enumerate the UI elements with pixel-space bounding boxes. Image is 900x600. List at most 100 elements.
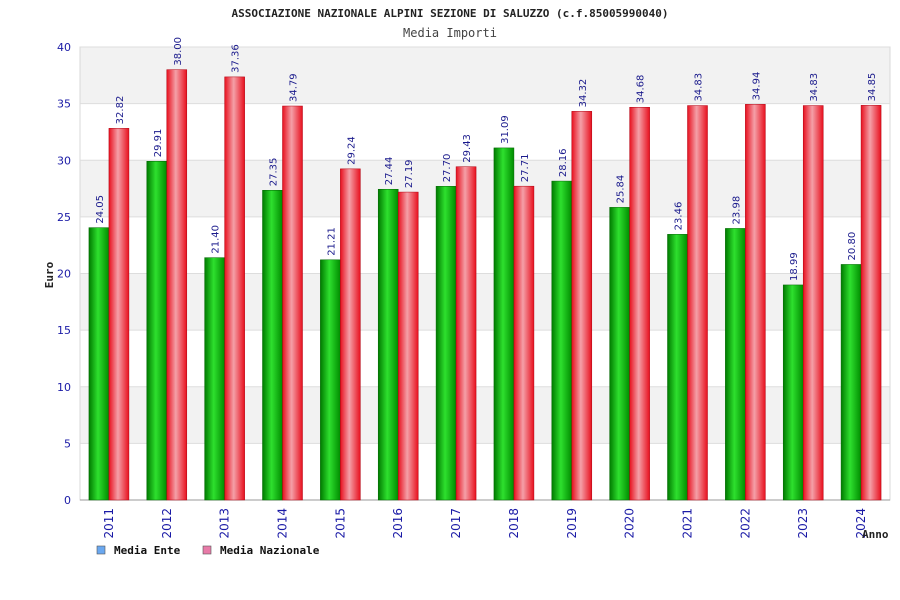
- legend-swatch: [202, 545, 212, 555]
- bar-media-ente: [609, 207, 630, 501]
- x-tick-label: 2024: [854, 508, 868, 539]
- bar-media-nazionale: [629, 106, 650, 501]
- chart-subtitle: Media Importi: [403, 26, 497, 40]
- value-label: 27.19: [404, 159, 415, 188]
- value-label: 23.98: [731, 196, 742, 225]
- plot-band: [80, 47, 890, 104]
- y-tick-label: 30: [57, 154, 71, 167]
- value-label: 27.71: [520, 154, 531, 183]
- bar-media-ente: [88, 227, 110, 501]
- bar-media-nazionale: [282, 105, 303, 501]
- value-label: 21.21: [326, 227, 337, 256]
- bar-media-ente: [493, 147, 515, 501]
- x-tick-label: 2022: [738, 508, 752, 539]
- value-labels: 24.05 32.82 29.91 38.00 21.40 37.36 27.35 34.79…: [95, 37, 878, 281]
- x-tick-label: 2015: [333, 508, 347, 539]
- bar-media-nazionale: [166, 69, 188, 501]
- y-tick-label: 25: [57, 211, 71, 224]
- bar-media-ente: [840, 264, 862, 501]
- bar-media-ente: [551, 180, 573, 501]
- bar-media-ente: [725, 228, 746, 501]
- value-label: 18.99: [789, 252, 800, 281]
- value-label: 29.43: [462, 134, 473, 163]
- value-label: 27.35: [269, 158, 280, 187]
- chart-title: ASSOCIAZIONE NAZIONALE ALPINI SEZIONE DI…: [231, 7, 668, 20]
- value-label: 28.16: [558, 148, 569, 177]
- y-tick-label: 20: [57, 268, 71, 281]
- legend-label: Media Nazionale: [220, 544, 320, 557]
- value-label: 34.79: [289, 73, 300, 102]
- value-label: 34.83: [694, 73, 705, 102]
- x-tick-label: 2013: [218, 508, 232, 539]
- value-label: 34.85: [867, 73, 878, 102]
- y-axis-ticks: 0 5 10 15 20 25 30 35 40: [57, 41, 71, 507]
- x-tick-label: 2021: [681, 508, 695, 539]
- value-label: 21.40: [211, 225, 222, 254]
- legend: Media Ente Media Nazionale: [96, 544, 320, 557]
- plot-band: [80, 273, 890, 331]
- value-label: 38.00: [173, 37, 184, 66]
- x-tick-label: 2012: [160, 508, 174, 539]
- value-label: 31.09: [500, 115, 511, 144]
- value-label: 32.82: [115, 96, 126, 125]
- value-label: 27.70: [442, 154, 453, 183]
- legend-label: Media Ente: [114, 544, 181, 557]
- value-label: 34.68: [636, 75, 647, 104]
- plot-band: [80, 330, 890, 387]
- value-label: 23.46: [674, 202, 685, 231]
- y-tick-label: 15: [57, 324, 71, 337]
- value-label: 34.94: [751, 72, 762, 101]
- x-tick-label: 2018: [507, 508, 521, 539]
- bar-media-ente: [782, 284, 804, 501]
- plot-band: [80, 103, 890, 161]
- x-tick-label: 2014: [276, 508, 290, 539]
- x-tick-label: 2023: [796, 508, 810, 539]
- y-axis-label: Euro: [43, 261, 56, 288]
- bar-media-nazionale: [571, 111, 593, 501]
- value-label: 34.83: [809, 73, 820, 102]
- bar-media-ente: [204, 257, 225, 501]
- y-tick-label: 0: [64, 494, 71, 507]
- bars: [88, 69, 882, 501]
- x-tick-label: 2020: [623, 508, 637, 539]
- value-label: 37.36: [231, 44, 242, 73]
- value-label: 25.84: [616, 175, 627, 204]
- bar-media-ente: [320, 259, 341, 501]
- value-label: 29.91: [153, 129, 164, 158]
- x-tick-label: 2011: [102, 508, 116, 539]
- plot-band: [80, 160, 890, 217]
- legend-swatch: [96, 545, 106, 555]
- value-label: 29.24: [346, 136, 357, 165]
- bar-media-nazionale: [340, 168, 361, 501]
- bar-media-ente: [377, 188, 399, 501]
- y-tick-label: 5: [64, 437, 71, 450]
- value-label: 34.32: [578, 79, 589, 108]
- bar-media-ente: [146, 161, 168, 501]
- bar-media-nazionale: [687, 105, 708, 501]
- x-tick-label: 2016: [391, 508, 405, 539]
- x-tick-label: 2019: [565, 508, 579, 539]
- bar-media-nazionale: [455, 166, 477, 501]
- bar-media-nazionale: [397, 191, 419, 501]
- plot-band: [80, 386, 890, 444]
- bar-media-ente: [262, 190, 283, 501]
- x-axis-label: Anno: [862, 528, 889, 541]
- y-tick-label: 35: [57, 98, 71, 111]
- x-tick-label: 2017: [449, 508, 463, 539]
- y-tick-label: 10: [57, 381, 71, 394]
- y-tick-label: 40: [57, 41, 71, 54]
- bar-media-ente: [435, 186, 457, 501]
- bar-media-nazionale: [513, 185, 535, 501]
- bar-media-nazionale: [860, 105, 882, 501]
- x-axis-ticks: 2011 2012 2013 2014 2015 2016 2017 2018 2019 2020…: [102, 508, 868, 539]
- bar-media-ente: [667, 234, 688, 501]
- plot-band: [80, 443, 890, 500]
- bar-media-nazionale: [108, 128, 130, 501]
- bar-media-nazionale: [745, 104, 766, 501]
- value-label: 20.80: [847, 232, 858, 261]
- plot-band: [80, 216, 890, 274]
- value-label: 24.05: [95, 195, 106, 224]
- bar-media-nazionale: [224, 76, 245, 501]
- bar-media-nazionale: [802, 105, 824, 501]
